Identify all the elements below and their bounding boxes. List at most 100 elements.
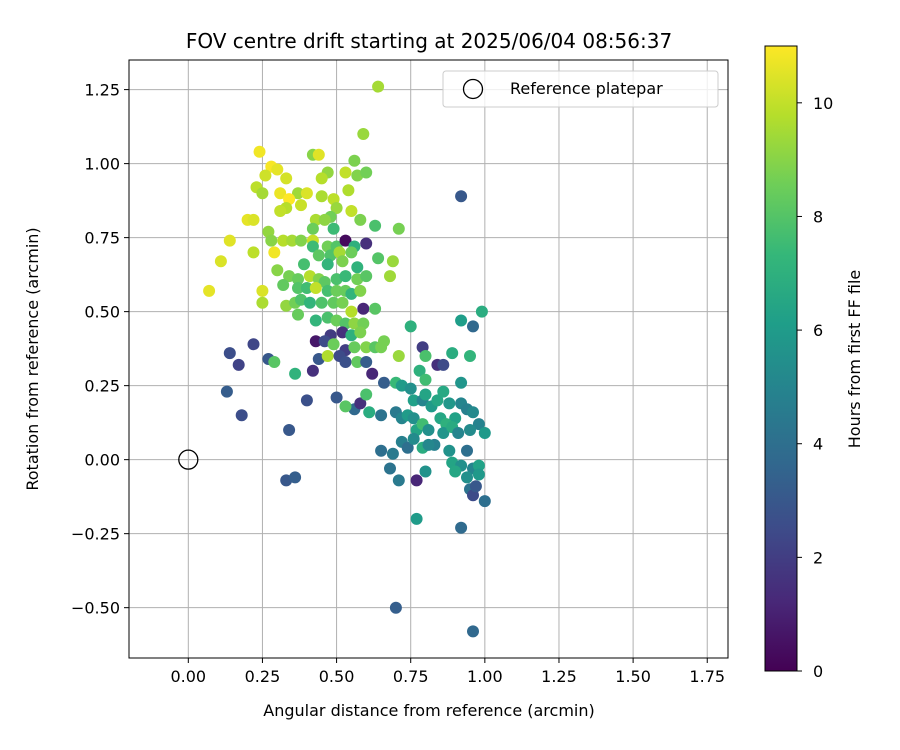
data-point <box>256 284 269 297</box>
data-point <box>443 397 456 410</box>
y-tick-label: 1.25 <box>84 81 120 100</box>
data-point <box>464 350 476 362</box>
data-point <box>327 296 340 309</box>
data-point <box>386 255 399 268</box>
colorbar-tick-label: 10 <box>813 94 833 113</box>
data-point <box>327 338 340 351</box>
data-point <box>339 356 352 368</box>
x-tick-label: 0.50 <box>319 667 355 686</box>
data-point <box>315 190 328 203</box>
data-point <box>330 391 343 404</box>
data-point <box>431 394 444 407</box>
data-point <box>232 358 245 371</box>
data-point <box>404 320 417 333</box>
data-point <box>360 166 373 179</box>
data-point <box>413 364 426 377</box>
data-point <box>351 356 364 368</box>
data-point <box>467 625 479 638</box>
colorbar-ticks: 0 2 4 6 8 10 <box>797 94 833 681</box>
data-point <box>345 205 358 217</box>
data-point <box>467 406 479 419</box>
data-point <box>259 169 272 182</box>
data-point <box>339 166 352 179</box>
data-point <box>407 394 420 407</box>
data-point <box>384 270 396 283</box>
data-point <box>271 163 284 176</box>
data-point <box>360 388 373 401</box>
data-point <box>422 438 435 451</box>
data-point <box>478 427 491 439</box>
data-point <box>360 270 373 283</box>
data-point <box>378 376 390 389</box>
data-point <box>360 341 373 354</box>
data-point <box>389 601 402 614</box>
data-point <box>298 258 310 271</box>
data-point <box>437 427 450 439</box>
data-point <box>339 400 352 413</box>
data-point <box>274 205 287 217</box>
colorbar-tick-label: 0 <box>813 662 823 681</box>
data-point <box>283 424 296 436</box>
data-point <box>401 441 414 454</box>
grid <box>129 60 728 658</box>
data-point <box>315 296 328 309</box>
data-point <box>354 326 367 339</box>
data-point <box>277 234 290 247</box>
data-point <box>253 145 266 158</box>
colorbar-label: Hours from first FF file <box>845 270 864 449</box>
data-point <box>235 409 248 422</box>
data-point <box>271 264 284 277</box>
data-point <box>455 190 468 203</box>
data-point <box>351 261 364 274</box>
data-point <box>339 270 352 283</box>
data-point <box>392 222 405 235</box>
y-tick-label: 0.50 <box>84 303 120 322</box>
data-point <box>375 409 388 422</box>
data-point <box>455 376 468 389</box>
data-point <box>348 317 361 330</box>
data-point <box>289 471 302 484</box>
data-point <box>360 356 373 368</box>
data-point <box>363 406 376 419</box>
legend: Reference platepar <box>442 70 719 108</box>
data-point <box>265 234 278 247</box>
data-point <box>256 187 269 200</box>
x-tick-label: 0.75 <box>393 667 429 686</box>
colorbar: 0 2 4 6 8 10 Hours from first FF file <box>764 45 864 681</box>
data-point <box>309 314 322 327</box>
x-tick-label: 1.25 <box>541 667 577 686</box>
data-point <box>295 234 307 247</box>
data-point <box>309 282 322 294</box>
data-point <box>247 246 260 259</box>
data-point <box>469 480 482 493</box>
data-point <box>472 459 485 472</box>
reference-marker-group <box>178 449 199 470</box>
data-point <box>392 474 405 487</box>
data-point <box>203 284 216 297</box>
data-point <box>214 255 227 268</box>
data-point <box>268 246 281 259</box>
data-point <box>345 246 358 259</box>
plot-frame <box>128 59 729 659</box>
data-point <box>452 427 465 439</box>
data-point <box>327 222 340 235</box>
data-point <box>366 367 379 380</box>
data-point <box>478 495 491 508</box>
y-tick-label: 0.25 <box>84 377 120 396</box>
data-point <box>386 447 399 460</box>
scatter-points <box>203 80 491 638</box>
data-point <box>247 213 260 226</box>
y-tick-label: 0.00 <box>84 451 120 470</box>
data-point <box>357 302 370 315</box>
data-point <box>274 187 287 200</box>
data-point <box>455 314 468 327</box>
y-axis-title: Rotation from reference (arcmin) <box>23 227 42 490</box>
data-point <box>404 382 417 395</box>
data-point <box>223 234 236 247</box>
y-tick-label: −0.50 <box>71 599 120 618</box>
data-point <box>280 172 293 185</box>
data-point <box>330 202 343 214</box>
data-point <box>336 255 349 268</box>
x-tick-label: 0.00 <box>170 667 206 686</box>
